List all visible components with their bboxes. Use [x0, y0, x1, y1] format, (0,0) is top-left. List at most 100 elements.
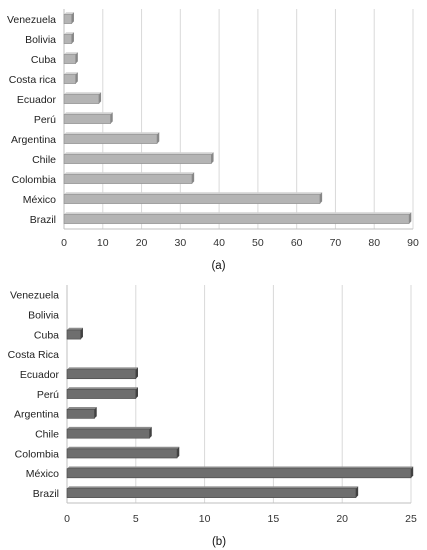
bar-top-face [67, 387, 138, 390]
bar-front-face [63, 194, 321, 204]
bar [66, 387, 138, 399]
category-label: Argentina [14, 409, 59, 421]
bar-end-face [98, 92, 102, 104]
bar-top-face [64, 152, 214, 155]
bar [66, 327, 83, 340]
bar [63, 72, 78, 84]
x-tick-label: 50 [252, 237, 264, 249]
bar-top-face [64, 192, 323, 195]
category-label: Cuba [34, 329, 59, 341]
bar-top-face [67, 426, 152, 430]
bar-top-face [64, 132, 160, 135]
bar-front-face [66, 488, 357, 498]
bar-top-face [67, 486, 359, 489]
bar [66, 426, 152, 439]
bar-end-face [80, 327, 83, 340]
category-label: Colombia [12, 174, 57, 186]
bar-end-face [177, 446, 180, 459]
bar-top-face [64, 12, 74, 15]
bar [63, 112, 113, 124]
bar-end-face [71, 32, 74, 44]
category-label: Ecuador [17, 94, 57, 106]
category-label: Venezuela [10, 290, 59, 302]
category-label: Ecuador [20, 369, 60, 381]
bar-top-face [67, 446, 180, 449]
x-tick-label: 5 [133, 513, 139, 525]
bar-front-face [63, 54, 76, 64]
bar [66, 407, 97, 419]
category-label: Brazil [33, 488, 59, 500]
bar-top-face [67, 407, 97, 410]
category-label: México [26, 468, 59, 480]
bar-top-face [67, 466, 414, 469]
x-tick-label: 10 [97, 237, 109, 249]
bar [66, 446, 180, 459]
x-tick-label: 15 [268, 513, 280, 525]
bar-front-face [63, 34, 73, 44]
category-label: Argentina [11, 134, 56, 146]
bar-front-face [66, 369, 137, 380]
category-label: México [23, 194, 56, 206]
bar-front-face [63, 94, 100, 104]
x-tick-label: 20 [336, 513, 348, 525]
bar-front-face [63, 214, 410, 224]
category-label: Perú [37, 389, 59, 401]
bar-front-face [66, 329, 82, 340]
bar [63, 52, 78, 64]
bar-front-face [66, 448, 178, 459]
bar [63, 92, 102, 104]
bar-end-face [211, 152, 214, 164]
bar [66, 486, 359, 498]
bar-end-face [135, 367, 138, 379]
bar [63, 212, 412, 224]
bar [63, 32, 74, 44]
x-tick-label: 0 [64, 513, 70, 525]
bar-top-face [64, 92, 102, 95]
panel-caption: (a) [211, 260, 225, 272]
bar-end-face [75, 52, 78, 64]
bar-top-face [64, 52, 78, 55]
bar [63, 132, 160, 144]
bar-end-face [94, 407, 97, 419]
bar-front-face [66, 408, 95, 419]
bar-top-face [67, 327, 83, 330]
bar [63, 12, 74, 24]
x-tick-label: 60 [291, 237, 303, 249]
bar-front-face [63, 174, 193, 184]
panel-caption: (b) [212, 536, 226, 548]
x-tick-label: 80 [368, 237, 380, 249]
category-label: Colombia [15, 448, 60, 460]
bar-front-face [63, 114, 111, 124]
bar-top-face [64, 212, 412, 215]
category-label: Costa rica [9, 74, 56, 86]
bar-end-face [411, 466, 414, 478]
category-label: Brazil [30, 214, 56, 226]
bar-end-face [319, 192, 323, 204]
x-tick-label: 90 [407, 237, 419, 249]
bar-end-face [409, 212, 412, 224]
bar-front-face [63, 14, 73, 24]
bar-top-face [64, 32, 74, 35]
x-tick-label: 0 [61, 237, 67, 249]
bar [63, 172, 195, 184]
chart-panel: 0 5 10 15 20 25 Venezuela Bolivia Cuba Costa Rica… [8, 285, 417, 548]
bar-top-face [64, 72, 78, 75]
category-label: Chile [32, 154, 56, 166]
x-tick-label: 30 [174, 237, 186, 249]
bar-end-face [149, 426, 152, 439]
category-label: Chile [35, 428, 59, 440]
bar [63, 192, 323, 204]
bar-top-face [67, 367, 138, 370]
x-tick-label: 70 [330, 237, 342, 249]
chart-panel: 0 10 20 30 40 50 60 70 80 90 Venezuela Bolivia Cuba C… [7, 9, 419, 272]
category-label: Cuba [31, 54, 56, 66]
bar-end-face [71, 12, 74, 24]
bar-top-face [64, 112, 113, 115]
bar-end-face [191, 172, 195, 184]
bar-front-face [63, 74, 76, 84]
bar-front-face [66, 389, 137, 399]
bar-end-face [355, 486, 359, 498]
bar [63, 152, 214, 164]
bar-end-face [75, 72, 78, 84]
